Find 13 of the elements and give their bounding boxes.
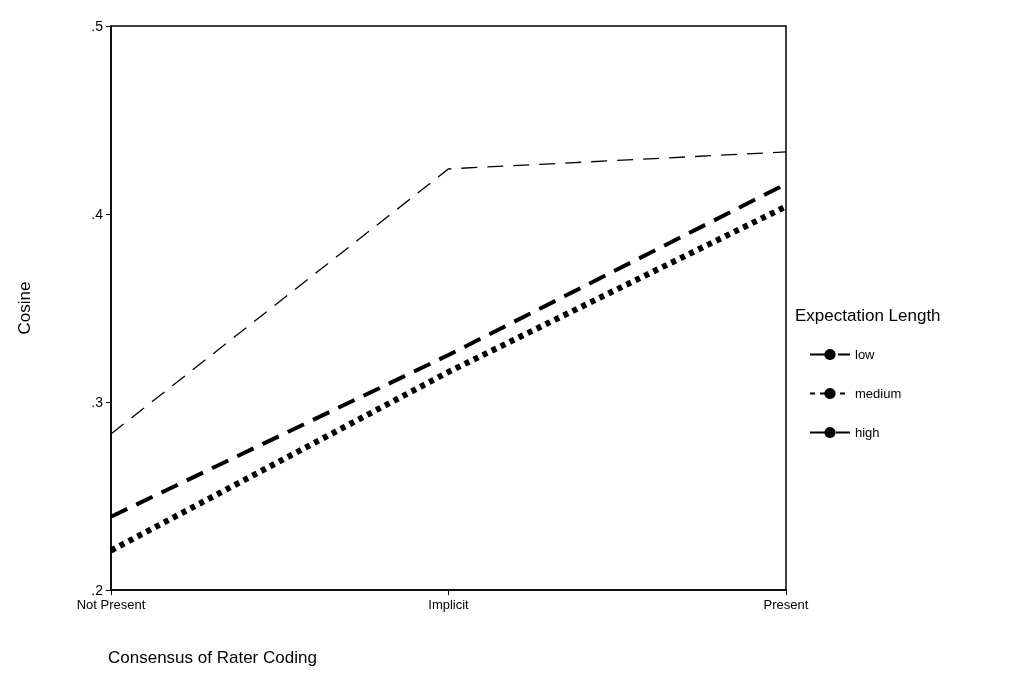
legend-label: low [855,347,876,362]
y-tick-label: .4 [91,206,104,222]
y-tick-label: .3 [91,394,104,410]
y-tick-label: .2 [91,582,104,598]
y-axis-title: Cosine [15,281,34,335]
x-axis-title: Consensus of Rater Coding [108,648,317,667]
x-tick-label: Present [763,597,809,612]
legend-title: Expectation Length [795,306,941,325]
legend-label: medium [855,386,902,401]
y-tick-label: .5 [91,18,104,34]
x-tick-label: Implicit [428,597,470,612]
x-tick-label: Not Present [76,597,146,612]
legend-label: high [855,425,880,440]
